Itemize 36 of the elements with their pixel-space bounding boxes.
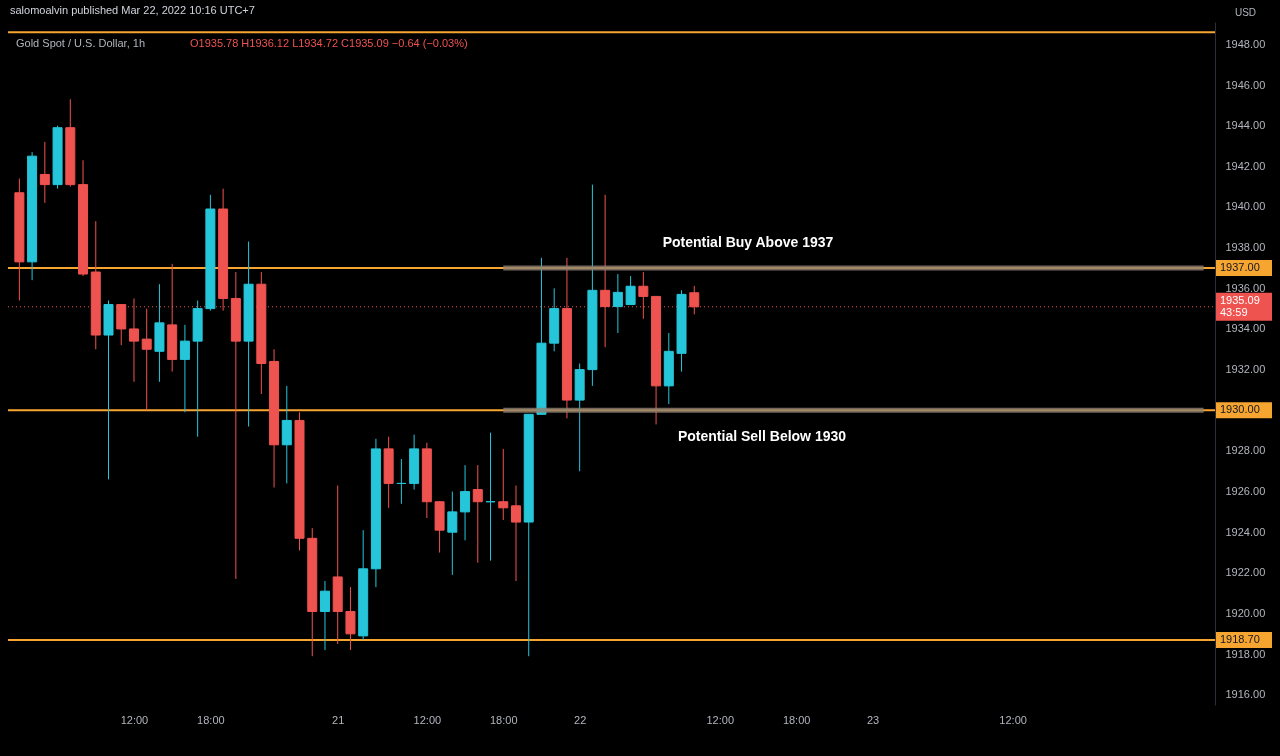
- ref-line-label: 1918.70: [1220, 632, 1260, 645]
- x-tick-label: 21: [332, 713, 345, 726]
- y-tick-label: 1936.00: [1225, 281, 1266, 294]
- x-tick-label: 12:00: [999, 713, 1027, 726]
- annotation: Potential Sell Below 1930: [677, 428, 847, 444]
- annotation: O1935.78 H1936.12 L1934.72 C1935.09 −0.64 (−0.03%): [190, 37, 468, 49]
- x-tick-label: 12:00: [120, 713, 149, 726]
- y-tick-label: 1934.00: [1225, 322, 1266, 335]
- y-tick-label: 1946.00: [1225, 78, 1266, 91]
- y-tick-label: 1922.00: [1225, 566, 1266, 579]
- y-tick-label: 1920.00: [1225, 607, 1266, 620]
- x-tick-label: 18:00: [197, 713, 225, 726]
- y-axis-title: USD: [1234, 6, 1257, 18]
- x-tick-label: 12:00: [413, 713, 442, 726]
- ref-line-label: 1937.00: [1220, 260, 1260, 273]
- y-tick-label: 1932.00: [1225, 363, 1266, 376]
- y-tick-label: 1926.00: [1225, 485, 1266, 498]
- y-tick-label: 1940.00: [1225, 200, 1266, 213]
- ref-line-label: 1930.00: [1220, 403, 1260, 416]
- y-tick-label: 1924.00: [1225, 525, 1266, 538]
- x-tick-label: 12:00: [706, 713, 735, 726]
- y-tick-label: 1944.00: [1225, 119, 1266, 132]
- text: Gold Spot / U.S. Dollar, 1h: [16, 37, 146, 49]
- annotation: Potential Buy Above 1937: [662, 234, 834, 250]
- y-tick-label: 1916.00: [1225, 688, 1266, 701]
- y-tick-label: 1928.00: [1225, 444, 1266, 457]
- y-tick-label: 1938.00: [1225, 241, 1266, 254]
- y-tick-label: 1948.00: [1225, 37, 1266, 50]
- x-tick-label: 23: [866, 713, 880, 726]
- y-tick-label: 1942.00: [1225, 159, 1266, 172]
- y-tick-label: 1918.00: [1225, 647, 1266, 660]
- ref-line-label: 1935.09 43:59: [1220, 293, 1260, 318]
- x-tick-label: 18:00: [490, 713, 518, 726]
- chart-subtitle: salomoalvin published Mar 22, 2022 10:16 UTC+7: [10, 4, 255, 16]
- x-tick-label: 18:00: [782, 713, 811, 726]
- x-tick-label: 22: [574, 713, 587, 726]
